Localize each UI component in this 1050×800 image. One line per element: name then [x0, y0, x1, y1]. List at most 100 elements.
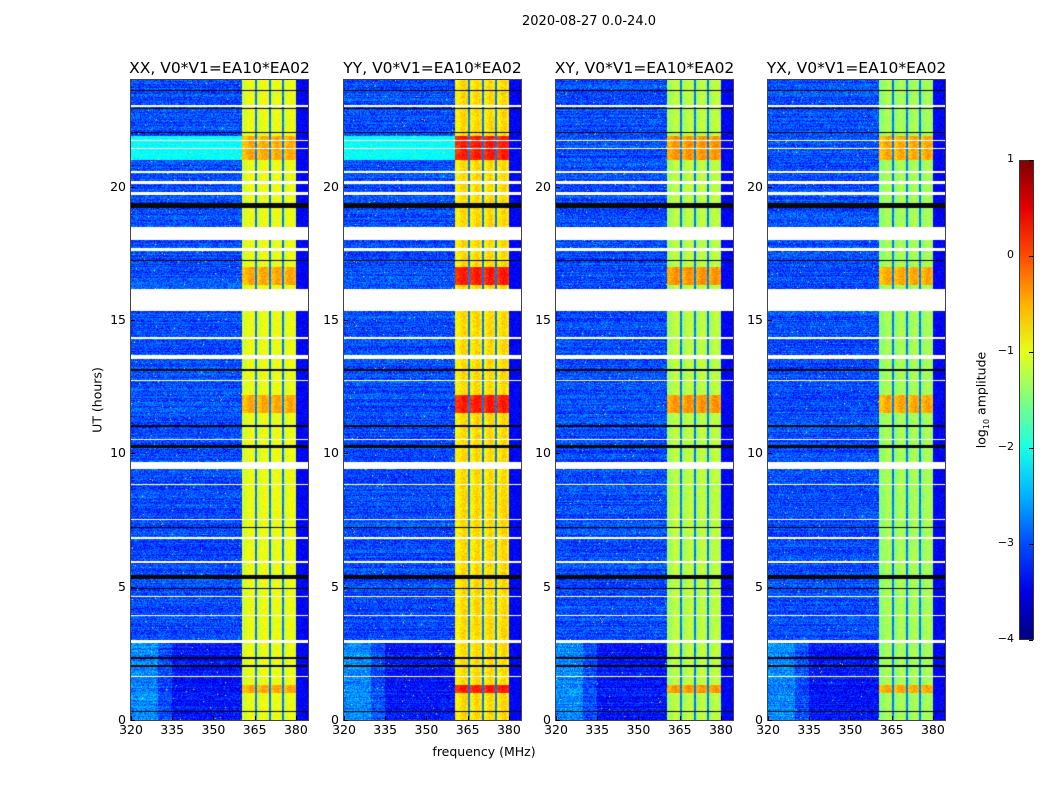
x-tick	[131, 716, 132, 720]
y-tick	[556, 586, 560, 588]
x-tick	[172, 716, 174, 720]
colorbar-tick	[1029, 160, 1033, 161]
x-tick-label: 365	[879, 722, 904, 737]
y-tick	[344, 586, 348, 588]
heatmap-panel	[130, 79, 309, 721]
x-tick	[295, 716, 297, 720]
y-tick	[768, 720, 772, 721]
y-tick	[131, 586, 135, 588]
x-tick-label: 380	[708, 722, 733, 737]
heatmap-image	[344, 80, 521, 720]
y-tick-label: 5	[543, 578, 551, 594]
x-tick	[426, 716, 428, 720]
x-tick-label: 350	[626, 722, 651, 737]
y-tick-label: 10	[110, 445, 126, 461]
y-tick-label: 0	[543, 712, 551, 727]
colorbar-label-rest: amplitude	[973, 351, 989, 419]
heatmap-image	[131, 80, 308, 720]
y-tick-label: 5	[331, 578, 339, 594]
x-tick	[891, 716, 893, 720]
colorbar-tick-label: 0	[1007, 248, 1014, 261]
x-tick	[932, 716, 934, 720]
y-tick	[131, 186, 135, 188]
x-tick-label: 380	[920, 722, 945, 737]
y-tick-label: 0	[118, 712, 126, 727]
y-tick	[344, 186, 348, 188]
y-tick-label: 10	[747, 445, 763, 461]
y-tick	[344, 453, 348, 455]
colorbar-label: log10 amplitude	[973, 352, 991, 448]
y-tick	[556, 320, 560, 321]
colorbar-tick-label: −3	[997, 536, 1014, 549]
colorbar-tick-label: −2	[997, 440, 1014, 453]
x-tick	[385, 716, 387, 720]
x-tick-label: 365	[242, 722, 267, 737]
panel-title: XY, V0*V1=EA10*EA02	[554, 59, 735, 77]
x-tick	[679, 716, 681, 720]
y-tick-label: 20	[535, 178, 551, 194]
x-tick-label: 320	[756, 722, 780, 737]
heatmap-panel	[343, 79, 522, 721]
colorbar-tick	[1029, 640, 1033, 641]
x-tick-label: 335	[797, 722, 822, 737]
x-tick-label: 365	[455, 722, 480, 737]
x-tick	[213, 716, 215, 720]
x-axis-label: frequency (MHz)	[432, 744, 536, 759]
y-tick-label: 15	[110, 312, 126, 327]
colorbar-tick	[1029, 256, 1033, 257]
y-tick-label: 15	[323, 312, 339, 327]
heatmap-panel	[555, 79, 734, 721]
x-tick-label: 365	[667, 722, 692, 737]
x-tick-label: 335	[373, 722, 398, 737]
x-tick-label: 335	[585, 722, 610, 737]
colorbar-label-main: log	[973, 429, 989, 449]
x-tick	[638, 716, 640, 720]
y-tick	[768, 586, 772, 588]
y-tick	[131, 320, 135, 321]
x-tick-label: 350	[838, 722, 863, 737]
x-tick-label: 335	[160, 722, 185, 737]
colorbar-label-sub: 10	[981, 418, 991, 430]
y-tick-label: 20	[747, 178, 763, 194]
x-tick-label: 320	[544, 722, 568, 737]
colorbar-tick-label: 1	[1007, 152, 1014, 165]
y-tick	[556, 453, 560, 455]
heatmap-panel	[767, 79, 946, 721]
colorbar-tick	[1029, 352, 1033, 353]
x-tick-label: 350	[414, 722, 439, 737]
heatmap-image	[768, 80, 945, 720]
y-tick	[344, 320, 348, 321]
x-tick-label: 320	[119, 722, 143, 737]
colorbar-tick-label: −4	[997, 632, 1014, 645]
y-tick-label: 0	[755, 712, 763, 727]
y-tick-label: 0	[331, 712, 339, 727]
y-tick	[344, 720, 348, 721]
x-tick-label: 380	[496, 722, 521, 737]
panel-title: YX, V0*V1=EA10*EA02	[766, 59, 947, 77]
y-tick-label: 20	[110, 178, 126, 194]
y-tick-label: 15	[747, 312, 763, 327]
y-tick	[556, 720, 560, 721]
y-tick-label: 5	[755, 578, 763, 594]
y-tick-label: 20	[323, 178, 339, 194]
x-tick	[508, 716, 510, 720]
x-tick	[556, 716, 557, 720]
x-tick-label: 350	[201, 722, 226, 737]
x-tick-label: 380	[283, 722, 308, 737]
x-tick	[720, 716, 722, 720]
y-tick	[131, 453, 135, 455]
x-tick	[597, 716, 599, 720]
y-tick	[131, 720, 135, 721]
figure-title: 2020-08-27 0.0-24.0	[522, 14, 656, 29]
colorbar-tick	[1029, 544, 1033, 545]
colorbar	[1019, 160, 1034, 640]
panel-title: XX, V0*V1=EA10*EA02	[129, 59, 310, 77]
x-tick	[254, 716, 256, 720]
y-tick	[768, 320, 772, 321]
x-tick	[467, 716, 469, 720]
x-tick-label: 320	[332, 722, 356, 737]
y-tick-label: 15	[535, 312, 551, 327]
y-tick	[768, 453, 772, 455]
y-axis-label: UT (hours)	[89, 367, 105, 433]
